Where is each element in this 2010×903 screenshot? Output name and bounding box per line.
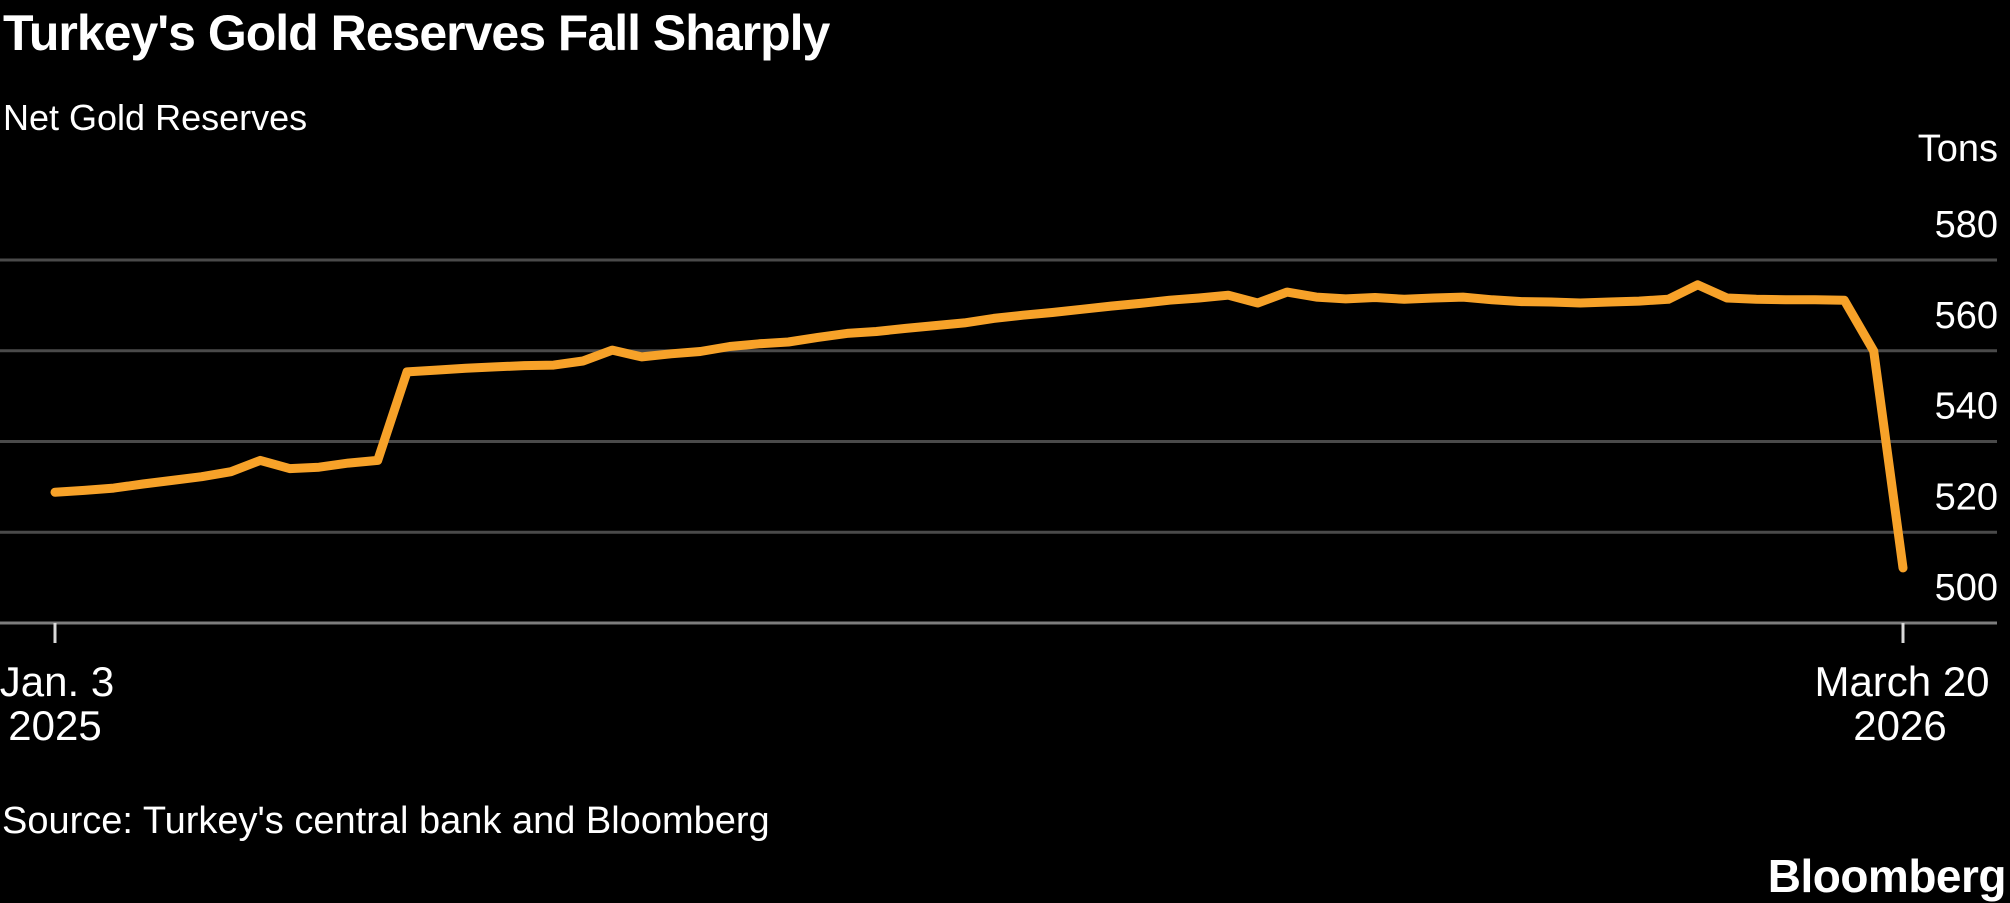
x-axis-label-end-year: 2026 <box>1853 702 1947 749</box>
y-tick-label: 540 <box>1935 386 1998 428</box>
x-axis-label-end-month: March 20 <box>1814 658 1990 705</box>
y-tick-label: 500 <box>1935 567 1998 609</box>
bloomberg-logo: Bloomberg <box>1767 850 2007 902</box>
x-axis-label-start-month: Jan. 3 <box>0 658 115 705</box>
x-axis-label-start-year: 2025 <box>8 702 102 749</box>
chart-subtitle: Net Gold Reserves <box>3 97 308 138</box>
y-tick-label: 520 <box>1935 476 1998 518</box>
y-tick-label: 580 <box>1935 204 1998 246</box>
y-tick-label: 560 <box>1935 295 1998 337</box>
source-note: Source: Turkey's central bank and Bloomb… <box>2 800 770 842</box>
reserves-line-series <box>50 280 1908 573</box>
chart-title: Turkey's Gold Reserves Fall Sharply <box>3 5 830 61</box>
y-axis-unit-label: Tons <box>1917 128 1998 170</box>
